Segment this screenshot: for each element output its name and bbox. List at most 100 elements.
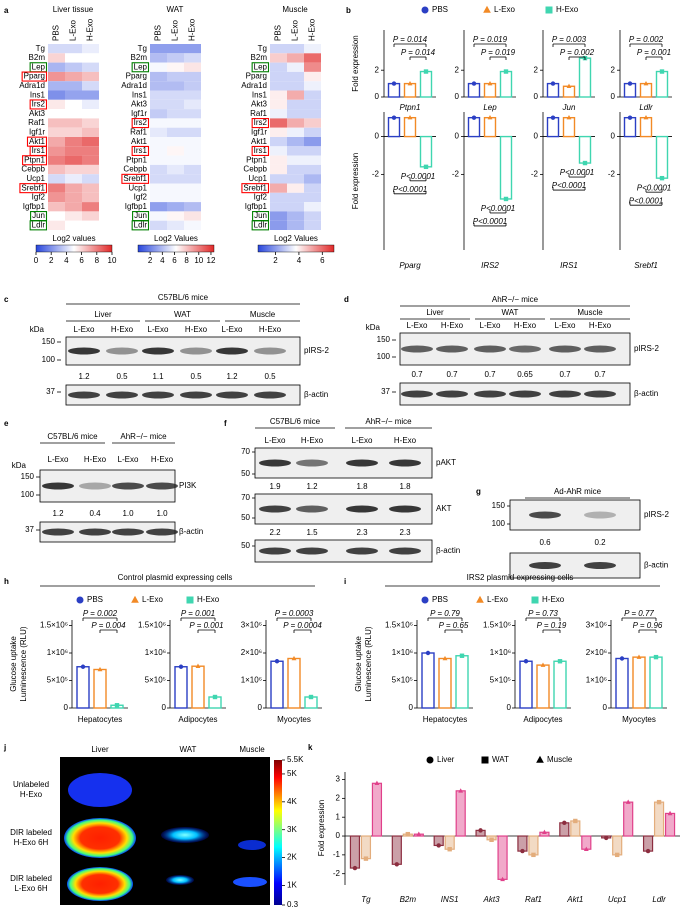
heatmap-cell [304, 109, 321, 119]
bar [570, 820, 581, 837]
band [146, 482, 178, 490]
y-tick-label: -2 [608, 169, 616, 178]
marker-label: 50 [241, 513, 250, 522]
p-value: P = 0.002 [83, 609, 118, 618]
heatmap-cell [65, 174, 82, 184]
data-point [436, 843, 441, 848]
column-label: PBS [274, 25, 283, 41]
y-axis-label: Fold expression [317, 800, 326, 856]
heatmap-cell [287, 202, 304, 212]
quantification: 1.2 [78, 372, 90, 381]
y-tick-label: 0 [409, 703, 414, 712]
legend-marker [76, 596, 84, 604]
bar [191, 665, 205, 709]
column-label: H-Exo [188, 18, 197, 41]
heatmap-cell [184, 62, 201, 72]
legend-label: H-Exo [197, 595, 220, 604]
heatmap-cell [150, 81, 167, 91]
gene-label: Lep [32, 62, 46, 71]
heatmap-cell [184, 211, 201, 221]
y-tick-label: 1×10⁶ [392, 648, 413, 657]
gene-label: Igf1r [251, 127, 267, 136]
gene-label: Ptpn1 [24, 155, 45, 164]
colorbar-tick-label: 4 [297, 256, 302, 265]
heatmap-cell [184, 109, 201, 119]
heatmap-cell [48, 211, 65, 221]
band [106, 391, 138, 399]
heatmap-cell [150, 53, 167, 63]
heatmap-cell [82, 99, 99, 110]
gene-label: Irs1 [254, 146, 268, 155]
heatmap-cell [167, 164, 184, 175]
lane-label: H-Exo [185, 325, 208, 334]
group-label: Liver [94, 310, 112, 319]
colorbar-tick-label: 3K [287, 825, 297, 834]
band [79, 528, 111, 536]
band [346, 547, 378, 555]
gene-label: Irs1 [134, 146, 148, 155]
marker-label: 150 [21, 472, 35, 481]
row-label: Unlabeled [13, 780, 49, 789]
band [401, 390, 433, 398]
lane-label: H-Exo [111, 325, 134, 334]
quantification: 0.7 [484, 370, 496, 379]
heatmap-cell [270, 211, 287, 221]
data-point [645, 848, 651, 854]
bar [499, 135, 513, 200]
quantification: 1.2 [306, 482, 318, 491]
blot-header: AhR−/− mice [120, 432, 167, 441]
heatmap-cell [48, 146, 65, 156]
marker-label: 150 [492, 501, 506, 510]
y-tick-label: 2 [375, 65, 380, 74]
lane-label: L-Exo [555, 321, 576, 330]
heatmap-cell [304, 146, 321, 156]
y-tick-label: 2×10⁶ [241, 648, 262, 657]
heatmap-cell [82, 183, 99, 193]
data-point [603, 835, 609, 841]
heatmap-cell [167, 211, 184, 221]
quantification: 0.4 [89, 509, 101, 518]
bar [483, 82, 497, 98]
heatmap-title: Liver tissue [53, 5, 94, 14]
lane-label: H-Exo [259, 325, 282, 334]
heatmap-cell [65, 90, 82, 100]
heatmap-cell [48, 118, 65, 128]
heatmap-cell [48, 127, 65, 137]
y-tick-label: 1×10⁶ [241, 676, 262, 685]
kda-label: kDa [12, 461, 27, 470]
column-label: WAT [180, 745, 197, 754]
bar [639, 82, 653, 98]
x-tick-label: Tg [361, 895, 371, 904]
gene-highlight [131, 118, 150, 129]
gene-label: B2m [251, 53, 268, 62]
gene-label: Igf2 [254, 193, 268, 202]
gene-label: Adra1d [121, 81, 147, 90]
data-point [97, 666, 103, 672]
heatmap-cell [304, 62, 321, 72]
marker-label: 50 [241, 469, 250, 478]
p-value: P = 0.001 [637, 48, 671, 57]
quantification: 1.2 [52, 509, 64, 518]
heatmap-cell [48, 220, 65, 230]
bar [612, 835, 623, 856]
cell-label: Myocytes [277, 715, 311, 724]
heatmap-cell [287, 174, 304, 184]
blot-header: Ad-AhR mice [554, 487, 602, 496]
band [79, 482, 111, 490]
p-value: P = 0.001 [189, 621, 223, 630]
y-axis-label: Fold expression [351, 35, 360, 91]
heatmap-cell [287, 155, 304, 165]
row-label: DIR labeled [10, 874, 52, 883]
marker-label: 37 [46, 387, 55, 396]
heatmap-cell [184, 146, 201, 156]
data-point [471, 115, 477, 120]
heatmap-cell [150, 174, 167, 184]
quantification: 1.0 [122, 509, 134, 518]
band [68, 391, 100, 399]
quantification: 0.6 [539, 538, 551, 547]
p-value: P<0.0001 [473, 217, 507, 226]
x-tick-label: Ucp1 [608, 895, 627, 904]
gene-label: Jun [562, 103, 576, 112]
heatmap-cell [82, 155, 99, 165]
bar [270, 660, 284, 709]
